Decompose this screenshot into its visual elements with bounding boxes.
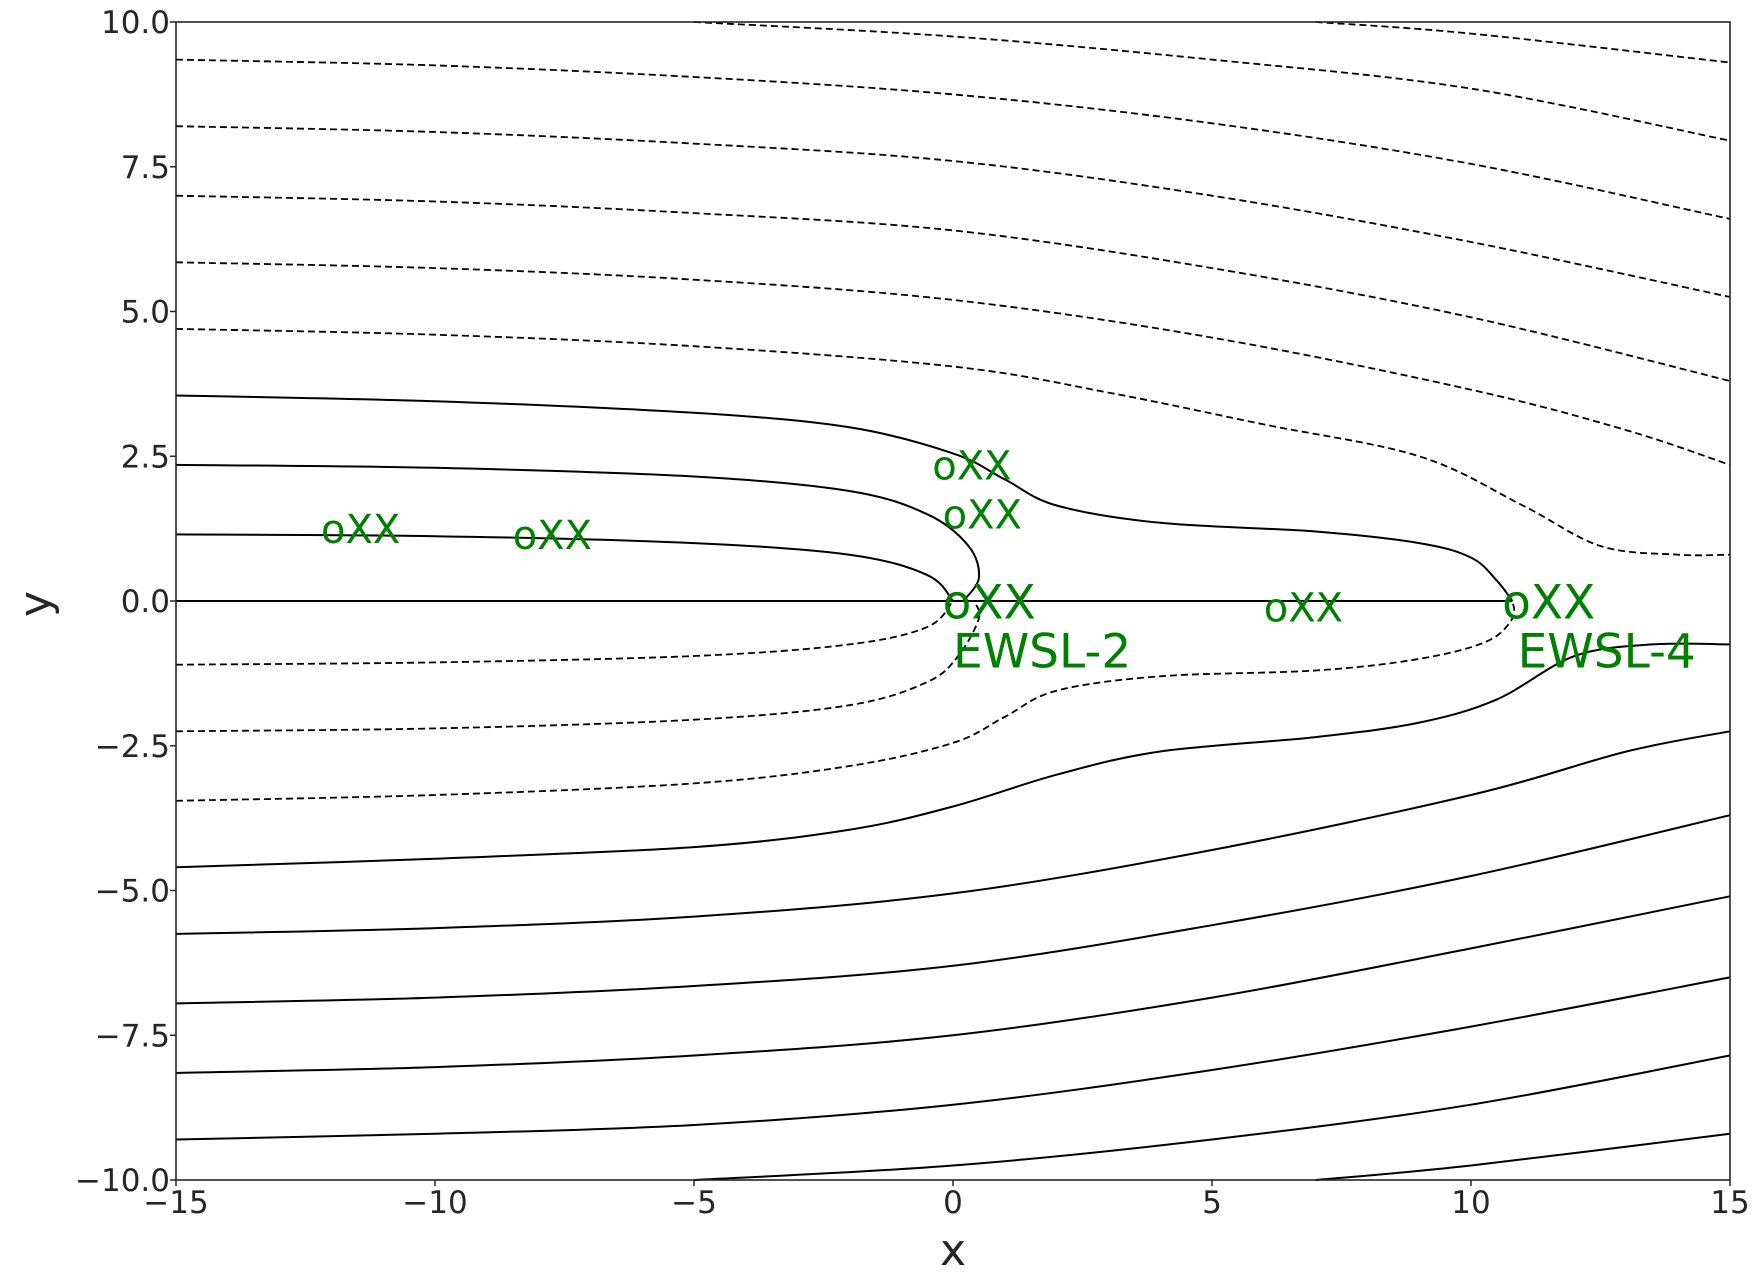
solid-contour-line-7 (175, 895, 1731, 1074)
solid-contour-line-5 (175, 730, 1731, 935)
y-tick-label-6: 5.0 (121, 295, 170, 331)
y-tick-label-1: −7.5 (95, 1018, 170, 1054)
solid-contour-line-9 (693, 1054, 1731, 1181)
x-axis-label: x (940, 1225, 966, 1276)
annotation-label-4: oXX (1264, 585, 1343, 631)
dashed-contour-line-1 (175, 600, 981, 733)
contour-lines (175, 21, 1731, 1181)
x-tick-label-2: −5 (671, 1185, 717, 1221)
y-axis-label: y (10, 591, 61, 617)
annotation-label-5: oXX (943, 575, 1036, 630)
solid-contour-line-0 (175, 394, 1514, 602)
solid-contour-line-6 (175, 814, 1731, 1005)
x-tick-label-5: 10 (1451, 1185, 1490, 1221)
dashed-contour-line-9 (1315, 21, 1731, 64)
dashed-contour-line-4 (175, 261, 1731, 466)
solid-contour-line-10 (1315, 1132, 1731, 1181)
dashed-contour-line-7 (175, 58, 1731, 220)
dashed-contour-line-2 (175, 600, 1516, 802)
x-tick-label-6: 15 (1710, 1185, 1749, 1221)
x-tick-label-1: −10 (402, 1185, 467, 1221)
y-tick-label-3: −2.5 (95, 729, 170, 765)
y-tick-label-5: 2.5 (121, 439, 170, 475)
y-tick-label-7: 7.5 (121, 150, 170, 186)
dashed-contour-line-0 (175, 600, 954, 666)
x-tick-label-3: 0 (943, 1185, 963, 1221)
y-axis-ticks: −10.0 −7.5 −5.0 −2.5 0.0 2.5 5.0 7.5 10.0 (75, 5, 176, 1199)
annotation-label-0: oXX (321, 507, 400, 553)
x-tick-label-0: −15 (143, 1185, 208, 1221)
dashed-contour-line-6 (175, 125, 1731, 298)
annotation-label-1: oXX (513, 513, 592, 559)
annotation-label-6: EWSL-2 (953, 625, 1131, 680)
dashed-contour-line-5 (175, 194, 1731, 382)
x-tick-label-4: 5 (1202, 1185, 1222, 1221)
annotation-label-3: oXX (943, 493, 1022, 539)
y-tick-label-8: 10.0 (101, 5, 170, 41)
x-axis-ticks: −15 −10 −5 0 5 10 15 (143, 1180, 1750, 1221)
annotation-label-7: oXX (1502, 575, 1595, 630)
solid-contour-line-1 (175, 463, 981, 602)
y-tick-label-4: 0.0 (121, 584, 170, 620)
annotation-label-2: oXX (932, 443, 1011, 489)
solid-contour-line-8 (175, 976, 1731, 1141)
solid-contour-line-4 (175, 642, 1731, 869)
dashed-contour-line-8 (693, 21, 1731, 142)
solid-contour-line-2 (175, 533, 954, 602)
y-tick-label-2: −5.0 (95, 874, 170, 910)
dashed-contour-line-3 (175, 328, 1731, 557)
annotation-label-8: EWSL-4 (1518, 625, 1696, 680)
y-tick-label-0: −10.0 (75, 1163, 170, 1199)
